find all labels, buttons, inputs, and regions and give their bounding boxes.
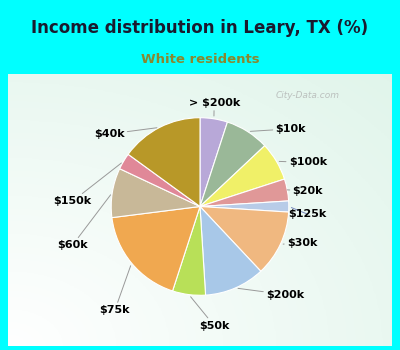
- Text: $10k: $10k: [250, 124, 306, 134]
- Text: $40k: $40k: [94, 128, 157, 139]
- Text: $150k: $150k: [53, 163, 121, 206]
- Text: $125k: $125k: [289, 208, 327, 219]
- Text: $100k: $100k: [279, 158, 327, 167]
- Wedge shape: [200, 146, 284, 206]
- Wedge shape: [200, 179, 289, 206]
- Text: $60k: $60k: [57, 195, 111, 250]
- Wedge shape: [200, 118, 228, 206]
- Text: $50k: $50k: [191, 297, 229, 331]
- Wedge shape: [200, 206, 289, 271]
- Text: > $200k: > $200k: [188, 98, 240, 116]
- Text: $20k: $20k: [287, 186, 323, 196]
- Text: $200k: $200k: [238, 288, 304, 300]
- Text: White residents: White residents: [141, 53, 259, 66]
- Text: $30k: $30k: [283, 238, 317, 248]
- Wedge shape: [200, 122, 265, 206]
- Text: $75k: $75k: [100, 266, 131, 315]
- Wedge shape: [200, 206, 261, 295]
- Wedge shape: [128, 118, 200, 206]
- Wedge shape: [172, 206, 206, 295]
- Wedge shape: [112, 206, 200, 291]
- Wedge shape: [200, 201, 289, 212]
- Text: Income distribution in Leary, TX (%): Income distribution in Leary, TX (%): [32, 19, 368, 37]
- Text: City-Data.com: City-Data.com: [276, 91, 340, 100]
- Wedge shape: [111, 169, 200, 218]
- Wedge shape: [120, 154, 200, 206]
